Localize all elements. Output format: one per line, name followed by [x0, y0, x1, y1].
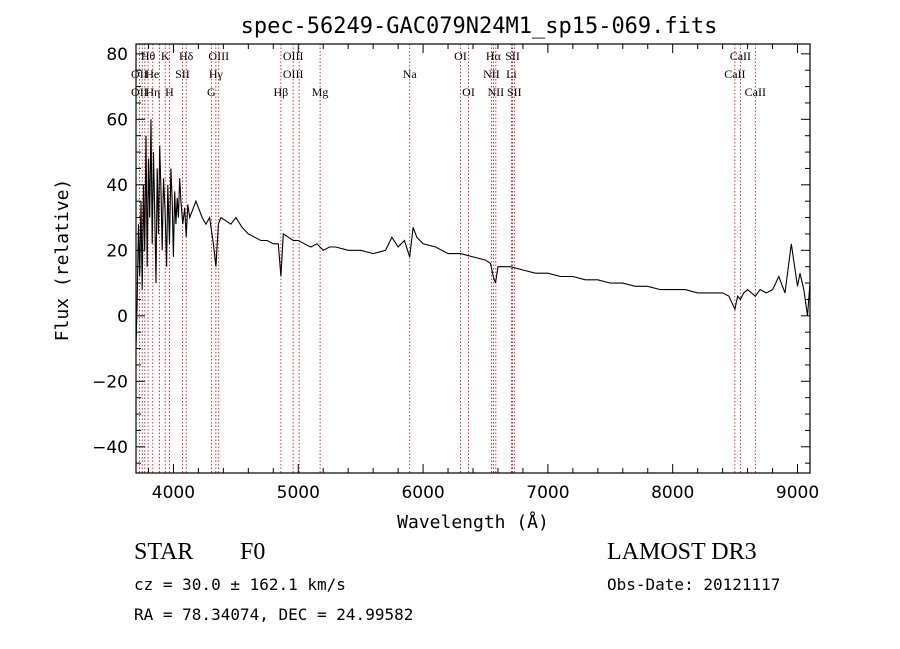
line-label: NII [488, 85, 505, 99]
line-label: Hη [145, 85, 160, 99]
x-tick-label: 4000 [152, 483, 195, 503]
line-label: CaII [745, 85, 766, 99]
y-axis-label: Flux (relative) [52, 179, 73, 342]
redshift-cz: cz = 30.0 ± 162.1 km/s [134, 575, 346, 594]
y-tick-label: 60 [106, 110, 128, 130]
line-label: H [165, 85, 174, 99]
line-label: Hδ [179, 49, 194, 63]
line-label: Hα [486, 49, 502, 63]
line-label: SII [175, 67, 190, 81]
line-label: SII [505, 49, 520, 63]
line-label: Hβ [274, 85, 289, 99]
line-label: Na [403, 67, 418, 81]
line-label: OII [131, 67, 148, 81]
line-label: CaII [730, 49, 751, 63]
x-tick-label: 5000 [277, 483, 320, 503]
spectrum-line [135, 119, 811, 349]
line-label: NII [483, 67, 500, 81]
y-tick-label: 40 [106, 176, 128, 196]
line-label: Li [506, 67, 517, 81]
survey-name: LAMOST DR3 [607, 539, 757, 565]
obs-date: Obs-Date: 20121117 [607, 575, 781, 594]
chart-title: spec-56249-GAC079N24M1_sp15-069.fits [241, 14, 718, 39]
line-label: OI [454, 49, 467, 63]
line-label: OIII [283, 67, 304, 81]
plot-frame [135, 43, 811, 474]
coordinates: RA = 78.34074, DEC = 24.99582 [134, 605, 414, 624]
x-tick-label: 8000 [651, 483, 694, 503]
line-label: CaII [724, 67, 745, 81]
line-label: G [207, 85, 216, 99]
line-label: K [161, 49, 170, 63]
object-class: STAR [134, 539, 194, 565]
x-tick-label: 9000 [776, 483, 819, 503]
y-tick-label: 20 [106, 241, 128, 261]
object-subclass: F0 [240, 539, 266, 565]
x-tick-label: 6000 [401, 483, 444, 503]
x-axis: 4000 5000 6000 7000 8000 9000 [147, 44, 819, 503]
line-label: He [145, 67, 159, 81]
y-tick-label: 0 [117, 307, 128, 327]
reference-lines [138, 44, 756, 473]
spectrum-chart: spec-56249-GAC079N24M1_sp15-069.fits Hθ K… [52, 14, 819, 533]
line-label: Mg [312, 85, 329, 99]
line-label: OII [131, 85, 148, 99]
x-tick-label: 7000 [526, 483, 569, 503]
line-label: Hγ [209, 67, 224, 81]
line-label: SII [507, 85, 522, 99]
line-label: Hθ [141, 49, 156, 63]
x-axis-label: Wavelength (Å) [397, 511, 549, 533]
y-axis: −40 −20 0 20 40 60 80 [92, 45, 810, 464]
y-tick-label: −40 [92, 438, 128, 458]
line-label: OIII [208, 49, 229, 63]
y-tick-label: −20 [92, 372, 128, 392]
line-label: OI [462, 85, 475, 99]
y-tick-label: 80 [106, 45, 128, 65]
line-label: OIII [283, 49, 304, 63]
